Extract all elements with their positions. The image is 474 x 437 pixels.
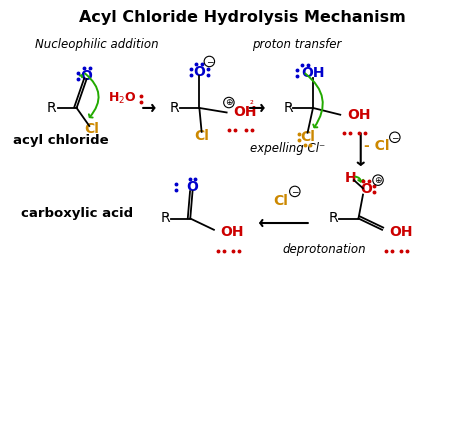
Text: H$_2$O: H$_2$O [108,91,137,107]
Text: H: H [345,171,356,185]
Text: R: R [283,101,293,115]
Text: ⊕: ⊕ [374,176,382,185]
Text: OH: OH [221,225,244,239]
Text: −: − [206,57,213,66]
Text: carboxylic acid: carboxylic acid [20,208,133,221]
Text: expelling Cl⁻: expelling Cl⁻ [250,142,326,155]
Text: −: − [291,187,299,196]
Text: −: − [391,133,399,142]
Text: O: O [187,180,199,194]
Text: O: O [81,69,92,83]
Text: proton transfer: proton transfer [252,38,342,51]
Text: ⊕: ⊕ [225,98,233,107]
Text: R: R [47,101,56,115]
Text: acyl chloride: acyl chloride [13,134,109,147]
Text: Nucleophilic addition: Nucleophilic addition [35,38,159,51]
Text: Cl: Cl [300,130,315,144]
Text: OH: OH [389,225,412,239]
Text: Cl: Cl [274,194,289,208]
Text: Cl: Cl [194,129,209,143]
Text: deprotonation: deprotonation [283,243,366,256]
Text: Cl: Cl [84,122,99,136]
Text: R: R [170,101,179,115]
Text: - Cl: - Cl [364,139,390,153]
Text: OH: OH [234,105,257,119]
Text: ₂: ₂ [250,96,254,106]
Text: O: O [193,65,205,79]
Text: R: R [328,212,338,225]
Text: R: R [160,212,170,225]
Text: OH: OH [301,66,325,80]
Text: Acyl Chloride Hydrolysis Mechanism: Acyl Chloride Hydrolysis Mechanism [79,10,406,25]
Text: O: O [360,182,372,196]
Text: OH: OH [347,108,371,122]
